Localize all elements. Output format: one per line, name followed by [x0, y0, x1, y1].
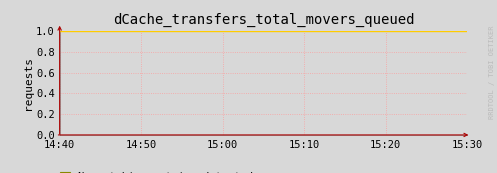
- Text: RRDTOOL / TOBI OETIKER: RRDTOOL / TOBI OETIKER: [489, 26, 495, 119]
- Legend: No matching metrics detected: No matching metrics detected: [56, 168, 257, 173]
- Y-axis label: requests: requests: [23, 56, 33, 110]
- Title: dCache_transfers_total_movers_queued: dCache_transfers_total_movers_queued: [113, 13, 414, 27]
